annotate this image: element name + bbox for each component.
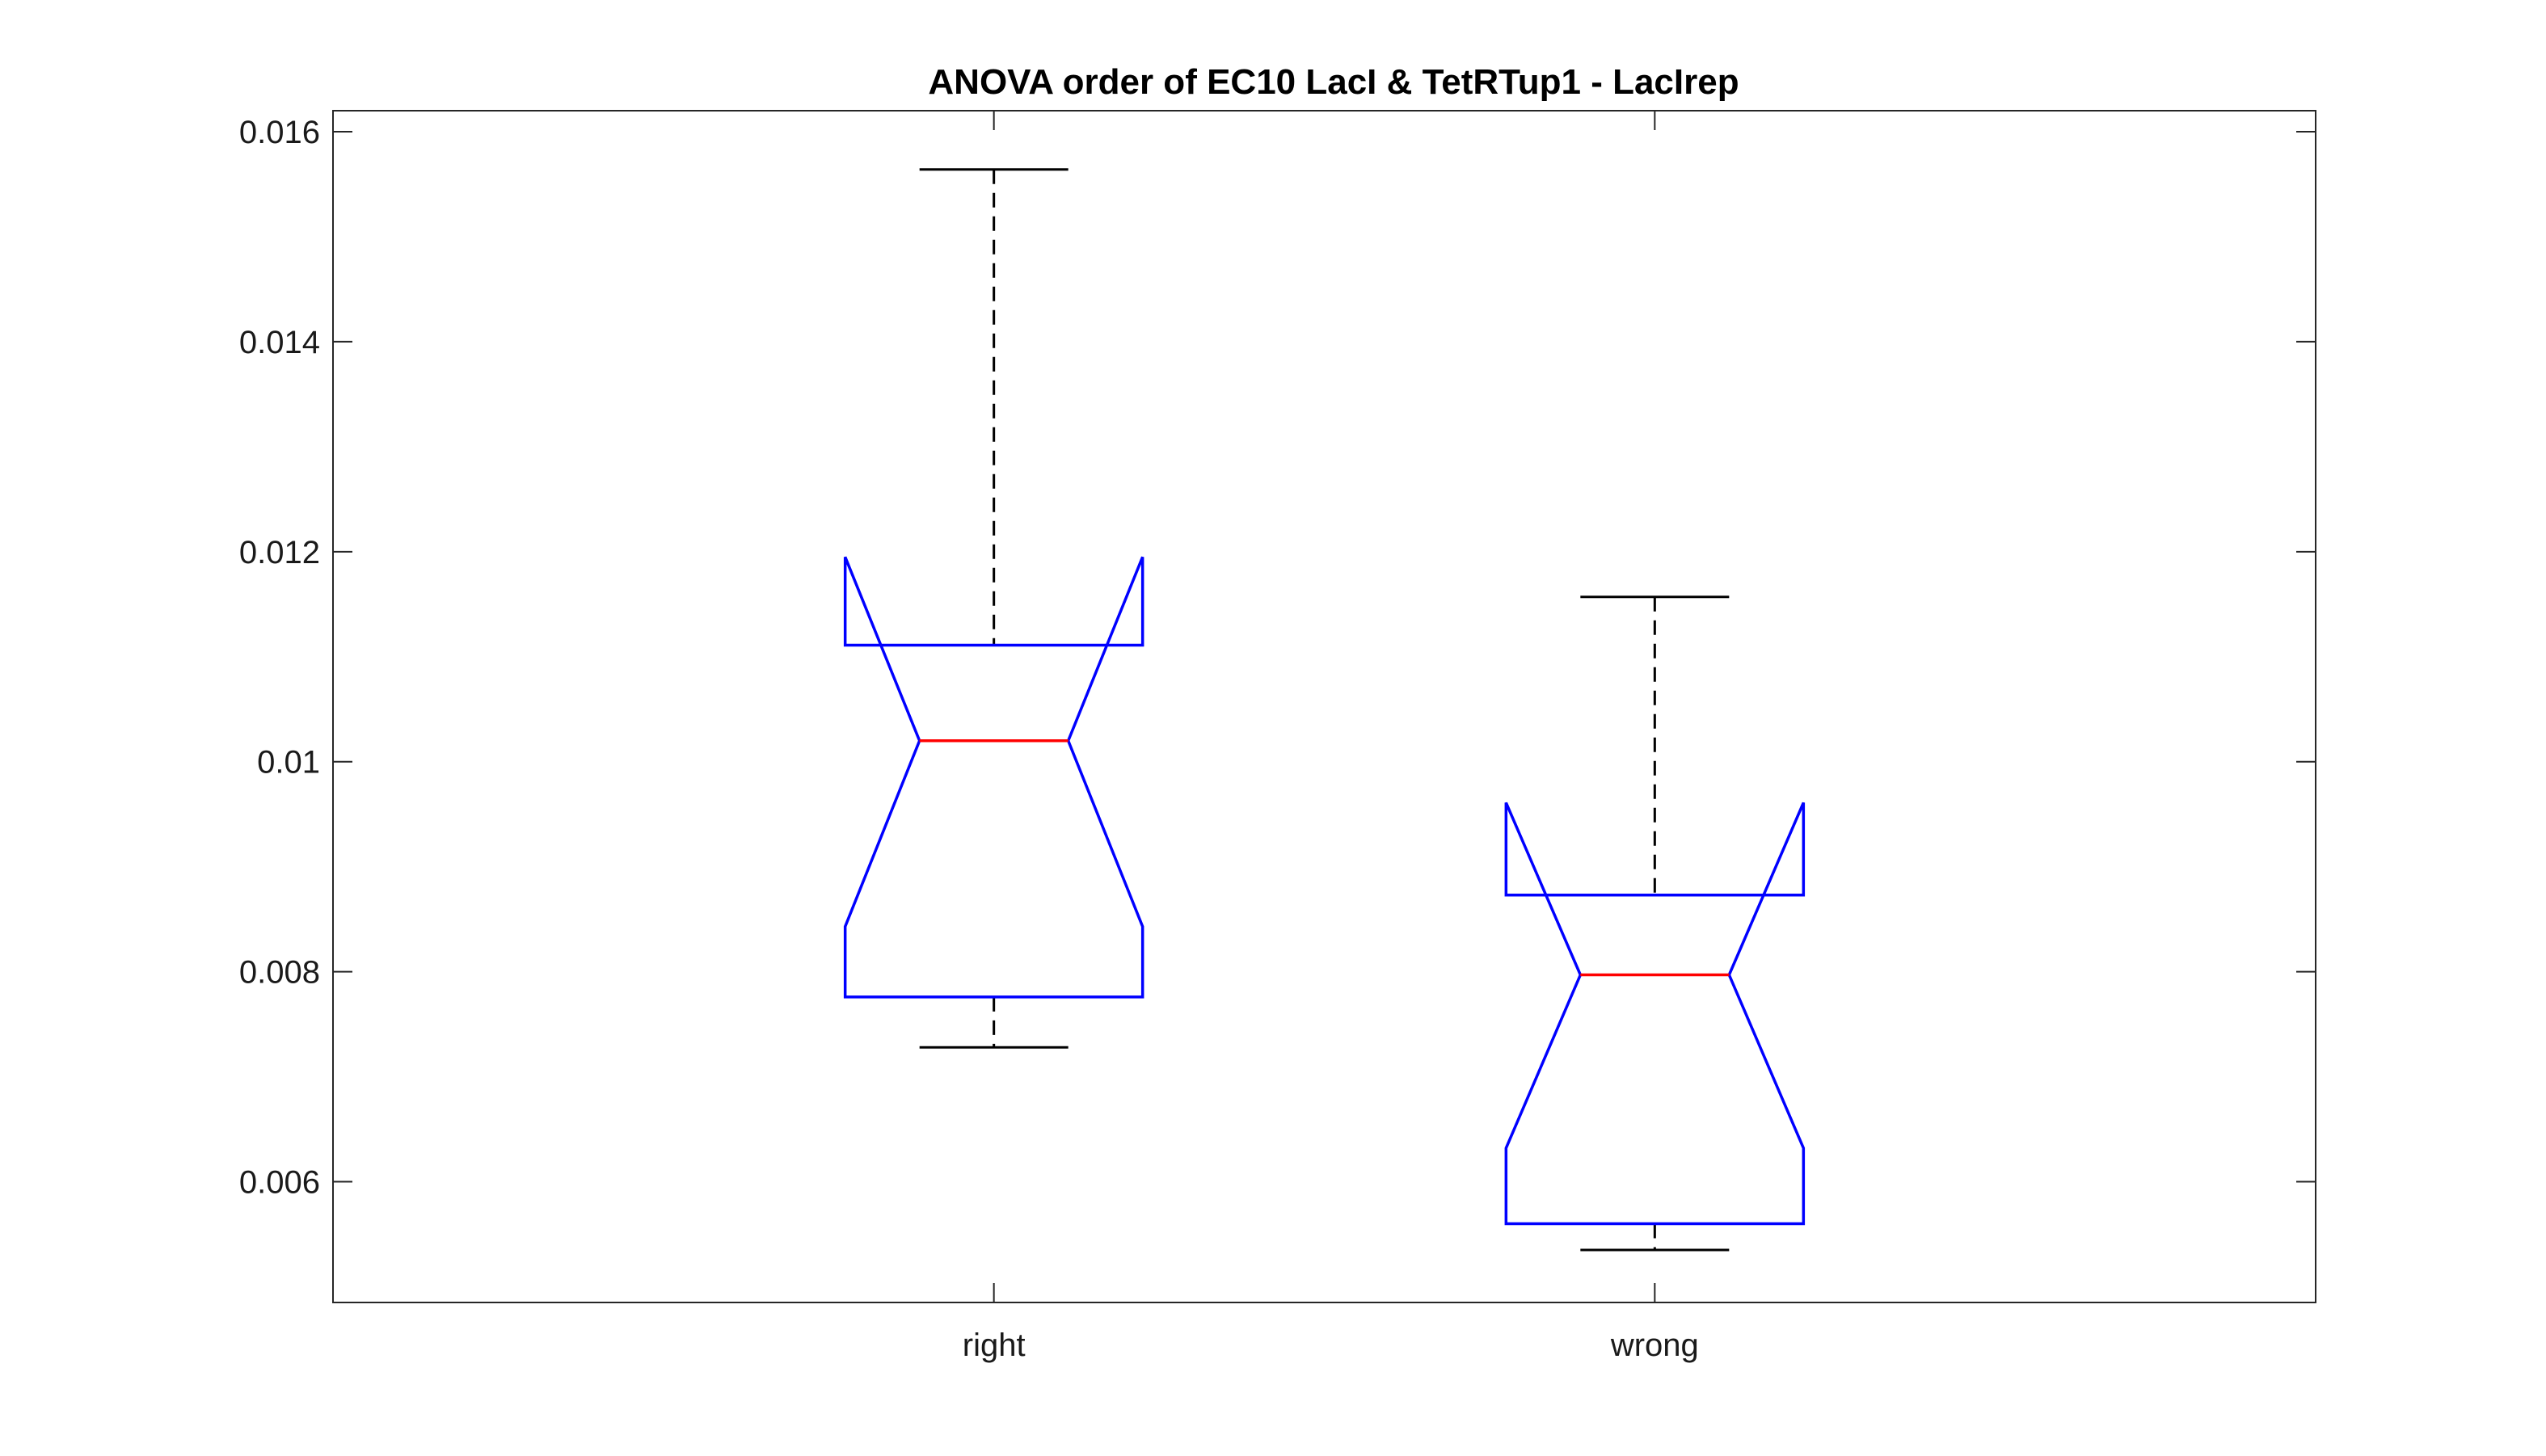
box-right [843, 168, 1144, 1049]
y-tick-label: 0.014 [239, 325, 320, 360]
y-tick-label: 0.012 [239, 535, 320, 570]
x-tick-label: right [963, 1328, 1026, 1363]
y-tick-label: 0.008 [239, 955, 320, 991]
y-tick-label: 0.01 [257, 745, 320, 781]
y-tick-label: 0.016 [239, 115, 320, 150]
chart-title: ANOVA order of EC10 LacI & TetRTup1 - La… [928, 62, 1739, 102]
x-tick-label: wrong [1610, 1328, 1699, 1363]
notched-box [1504, 802, 1806, 1226]
box-series [843, 168, 1806, 1252]
y-tick-label: 0.006 [239, 1165, 320, 1201]
box-wrong [1504, 595, 1806, 1252]
axis-ticks: 0.006 0.008 0.01 0.012 0.014 0.016 right wrong [239, 111, 2316, 1363]
plot-area-frame [332, 110, 2316, 1303]
notched-box [843, 556, 1144, 999]
